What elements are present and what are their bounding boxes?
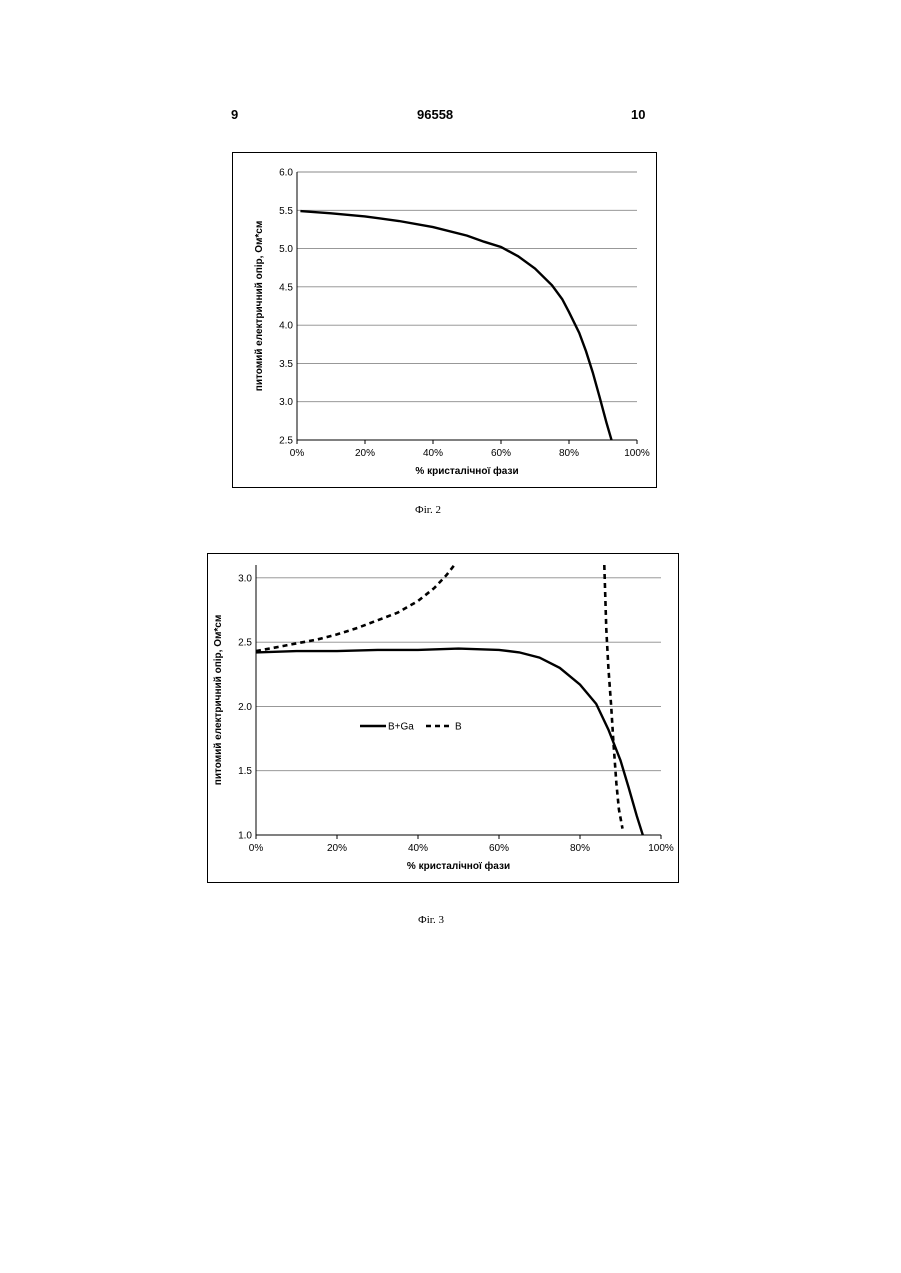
x-tick-label: 20% [355, 448, 375, 459]
x-tick-label: 60% [489, 843, 509, 854]
chart-figure-3: 3.0 2.5 2.0 1.5 1.00% 20% 40% 60% 80% 100% % крист… [207, 553, 679, 883]
y-axis-title: питомий електричний опір, Ом*см [254, 221, 265, 391]
x-axis-title: % кристалічної фази [415, 465, 518, 477]
x-tick-label: 40% [423, 448, 443, 459]
y-tick-label: 2.5 [279, 436, 293, 447]
y-axis-title: питомий електричний опір, Ом*см [213, 615, 224, 785]
x-tick-label: 0% [249, 843, 264, 854]
chart-3-svg: 3.0 2.5 2.0 1.5 1.00% 20% 40% 60% 80% 100% % крист… [208, 554, 678, 882]
figure-3-caption: Фіг. 3 [418, 914, 444, 926]
y-tick-label: 4.5 [279, 282, 293, 293]
figure-2-caption: Фіг. 2 [415, 504, 441, 516]
x-axis-title: % кристалічної фази [407, 860, 510, 872]
series-b-line [604, 565, 622, 829]
x-tick-label: 20% [327, 843, 347, 854]
page-number-right: 10 [631, 107, 645, 122]
document-number: 96558 [417, 107, 453, 122]
x-tick-label: 80% [570, 843, 590, 854]
y-tick-label: 2.5 [238, 638, 252, 649]
x-tick-label: 100% [648, 843, 674, 854]
y-tick-label: 3.5 [279, 359, 293, 370]
legend-label-b: B [455, 722, 462, 733]
y-tick-label: 1.5 [238, 766, 252, 777]
y-tick-label: 5.0 [279, 244, 293, 255]
legend-label-b-ga: B+Ga [388, 722, 414, 733]
y-tick-label: 5.5 [279, 206, 293, 217]
y-tick-label: 6.0 [279, 168, 293, 179]
page-number-left: 9 [231, 107, 238, 122]
y-tick-label: 4.0 [279, 321, 293, 332]
y-tick-label: 3.0 [279, 397, 293, 408]
x-tick-label: 80% [559, 448, 579, 459]
x-tick-label: 100% [624, 448, 650, 459]
x-tick-label: 40% [408, 843, 428, 854]
x-tick-label: 0% [290, 448, 305, 459]
chart-2-svg: 6.0 5.5 5.0 4.5 4.0 3.5 3.0 2.50% 20% 40% 60% 80% 10… [233, 153, 656, 487]
series-b-ga-line [256, 649, 643, 835]
y-tick-label: 1.0 [238, 831, 252, 842]
y-tick-label: 2.0 [238, 702, 252, 713]
x-tick-label: 60% [491, 448, 511, 459]
y-tick-label: 3.0 [238, 573, 252, 584]
chart-figure-2: 6.0 5.5 5.0 4.5 4.0 3.5 3.0 2.50% 20% 40% 60% 80% 10… [232, 152, 657, 488]
